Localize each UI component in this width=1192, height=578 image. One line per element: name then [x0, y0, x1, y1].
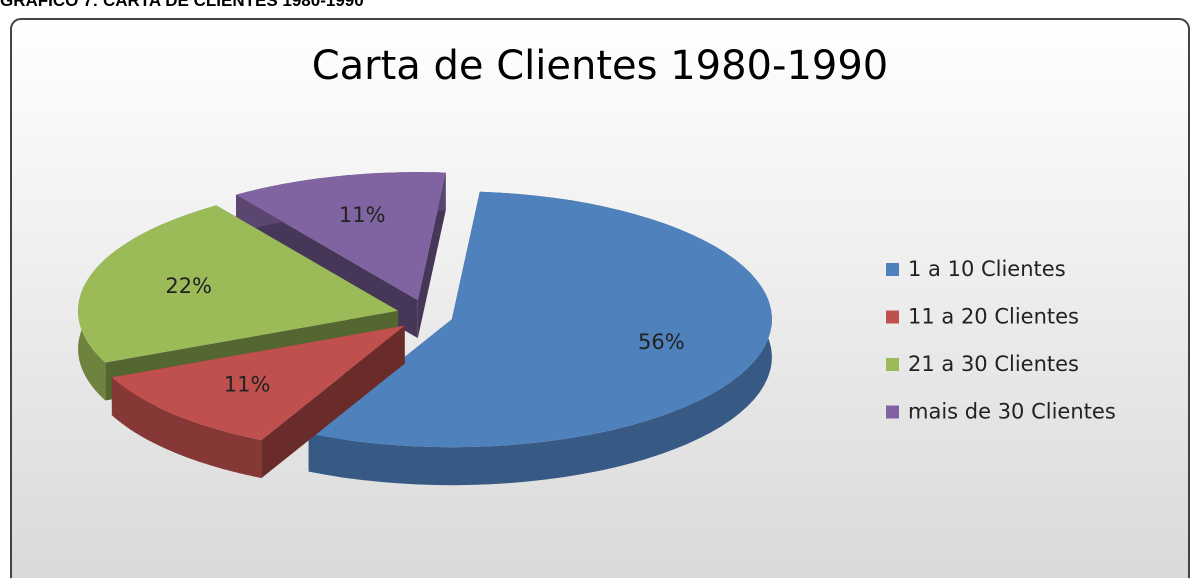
caption: GRÁFICO 7: CARTA DE CLIENTES 1980-1990 [0, 0, 364, 10]
slice-side [417, 172, 446, 339]
data-label: 56% [638, 330, 685, 354]
slice [111, 325, 405, 441]
legend-swatch [886, 358, 899, 371]
data-label: 11% [224, 373, 271, 397]
slice [308, 191, 772, 448]
data-label: 11% [339, 203, 386, 227]
legend-label: 21 a 30 Clientes [908, 352, 1079, 376]
legend-label: 11 a 20 Clientes [908, 305, 1079, 329]
chart-title: Carta de Clientes 1980-1990 [312, 43, 889, 89]
slice-side [111, 377, 262, 479]
data-label: 22% [165, 274, 212, 298]
legend-label: mais de 30 Clientes [908, 400, 1116, 424]
slice [111, 325, 405, 479]
legend-label: 1 a 10 Clientes [908, 257, 1066, 281]
slice [78, 205, 399, 363]
slice-side [308, 191, 772, 486]
slice [236, 172, 446, 301]
slice [308, 191, 772, 486]
legend-swatch [886, 263, 899, 276]
legend-swatch [886, 405, 899, 419]
legend-swatch [886, 310, 899, 324]
